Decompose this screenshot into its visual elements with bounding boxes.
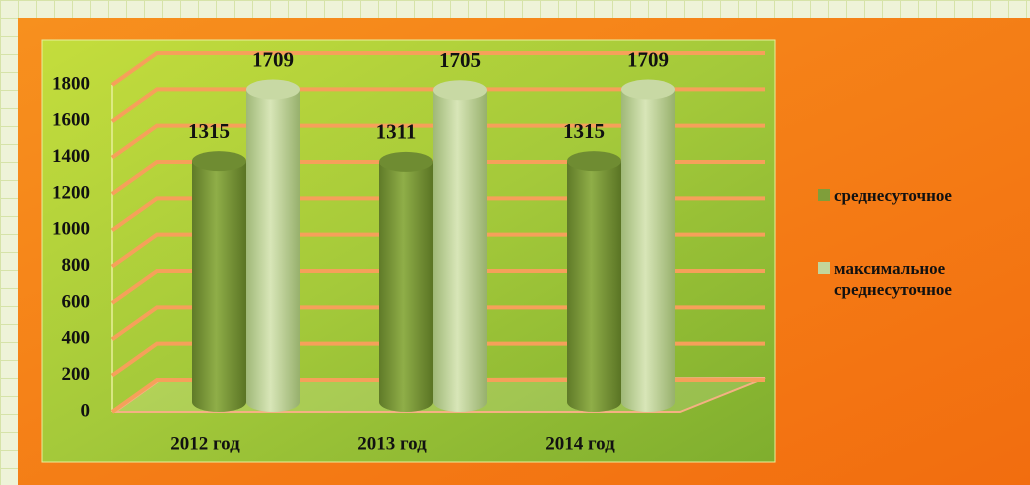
legend-item: среднесуточное xyxy=(818,185,1030,206)
data-label: 1705 xyxy=(439,48,481,72)
cylinder-top xyxy=(192,151,246,172)
grid-line xyxy=(110,232,765,269)
data-label: 1709 xyxy=(252,47,294,71)
cylinder-body xyxy=(192,161,246,412)
y-tick-label: 0 xyxy=(81,400,91,421)
y-tick-label: 800 xyxy=(62,255,91,276)
cylinder-body xyxy=(567,161,621,412)
x-tick-label: 2014 год xyxy=(545,433,615,454)
x-tick-label: 2012 год xyxy=(170,433,240,454)
grid-line xyxy=(110,305,765,341)
bar xyxy=(192,151,246,412)
bar xyxy=(246,79,300,412)
legend-swatch xyxy=(818,189,830,201)
data-label: 1709 xyxy=(627,47,669,71)
cylinder-top xyxy=(246,79,300,100)
bar xyxy=(433,80,487,412)
cylinder-body xyxy=(246,89,300,412)
cylinder-body xyxy=(621,89,675,412)
legend-label: среднесуточное xyxy=(834,186,952,205)
cylinder-top xyxy=(567,151,621,172)
grid-line xyxy=(110,123,765,160)
grid-line xyxy=(110,51,765,87)
data-label: 1311 xyxy=(376,120,417,144)
cylinder-body xyxy=(379,161,433,412)
cylinder-top xyxy=(621,79,675,100)
grid-line xyxy=(110,341,765,378)
legend-swatch xyxy=(818,262,830,274)
y-tick-label: 1200 xyxy=(52,182,90,203)
y-tick-label: 200 xyxy=(62,364,91,385)
bar xyxy=(567,151,621,412)
cylinder-top xyxy=(433,80,487,101)
y-tick-label: 1000 xyxy=(52,219,90,240)
data-label: 1315 xyxy=(188,119,230,143)
legend-label: максимальное среднесуточное xyxy=(834,259,952,299)
y-tick-label: 400 xyxy=(62,328,91,349)
cylinder-top xyxy=(379,151,433,172)
y-tick-label: 1600 xyxy=(52,110,90,131)
data-label: 1315 xyxy=(563,119,605,143)
y-tick-label: 600 xyxy=(62,291,91,312)
y-tick-label: 1800 xyxy=(52,73,90,94)
grid-line xyxy=(110,378,765,414)
x-tick-label: 2013 год xyxy=(357,433,427,454)
grid-line xyxy=(110,87,765,123)
legend-item: максимальное среднесуточное xyxy=(818,258,1030,300)
y-tick-label: 1400 xyxy=(52,146,90,167)
grid-line xyxy=(110,160,765,196)
grid-line xyxy=(110,196,765,232)
bar xyxy=(621,79,675,412)
bar xyxy=(379,151,433,412)
grid-line xyxy=(110,269,765,305)
cylinder-body xyxy=(433,90,487,412)
